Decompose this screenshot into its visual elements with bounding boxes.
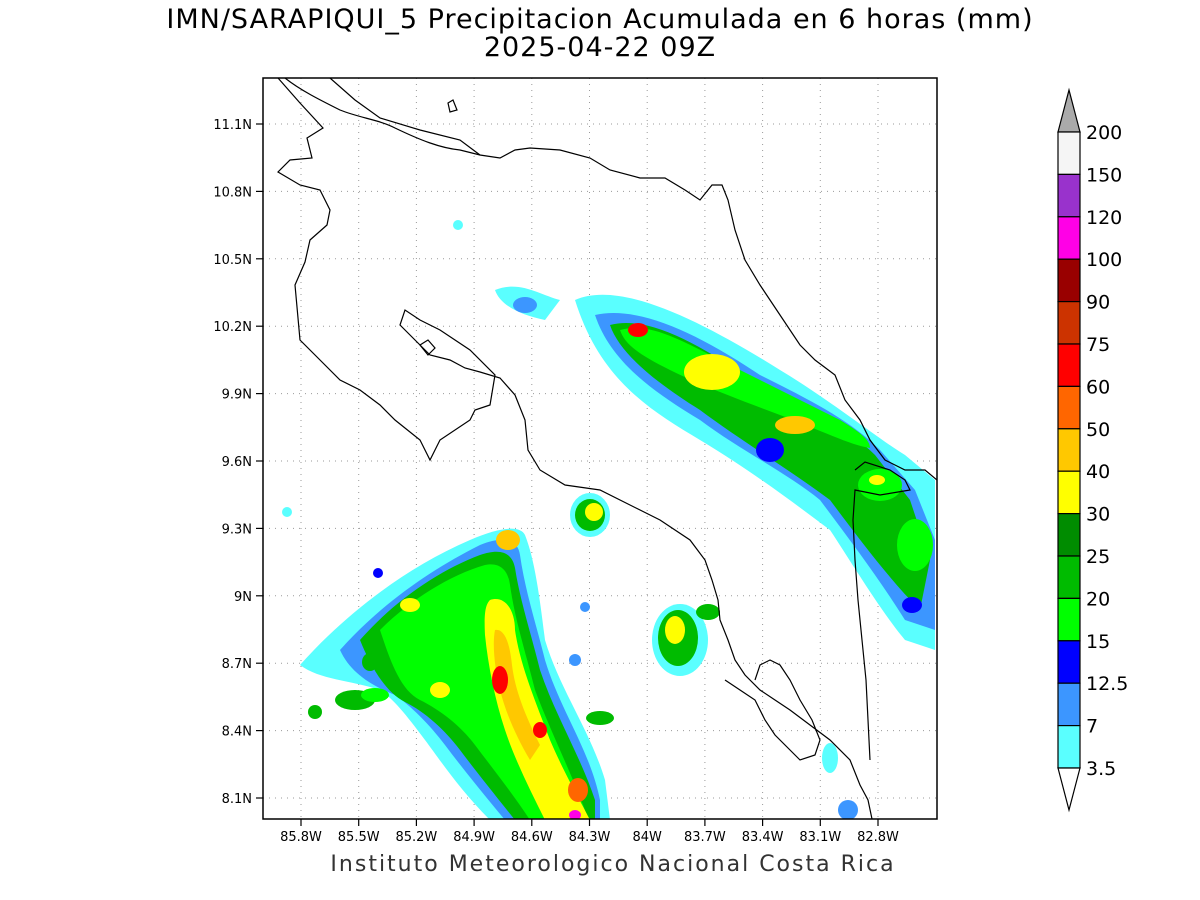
lat-tick-label: 9.3N — [222, 522, 252, 537]
colorbar: 200 150 120 100 90 75 60 50 40 30 25 20 15 12.5 7 3.5 — [1057, 87, 1128, 813]
lon-tick-label: 83.1W — [799, 830, 841, 845]
colorbar-label: 150 — [1086, 164, 1122, 186]
osa-peninsula — [724, 659, 821, 761]
coastline-north-border — [277, 78, 873, 819]
colorbar-label: 60 — [1086, 376, 1110, 398]
colorbar-swatch — [1057, 385, 1081, 430]
colorbar-label: 20 — [1086, 588, 1110, 610]
colorbar-label: 50 — [1086, 419, 1110, 441]
credit-text: Instituto Meteorologico Nacional Costa R… — [330, 852, 896, 877]
colorbar-bottom-arrow — [1057, 767, 1081, 813]
colorbar-swatch — [1057, 682, 1081, 727]
lat-tick-label: 9.6N — [222, 455, 252, 470]
colorbar-swatch — [1057, 512, 1081, 557]
lat-tick-label: 10.5N — [213, 253, 252, 268]
colorbar-label: 100 — [1086, 249, 1122, 271]
lat-tick-label: 8.4N — [222, 725, 252, 740]
colorbar-swatch — [1057, 216, 1081, 260]
colorbar-swatch — [1057, 470, 1081, 515]
lon-tick-label: 84.6W — [511, 830, 553, 845]
colorbar-label: 200 — [1086, 122, 1122, 144]
colorbar-label: 90 — [1086, 292, 1110, 314]
colorbar-swatch — [1057, 131, 1081, 176]
map-axes: 85.8W 85.5W 85.2W 84.9W 84.6W 84.3W 84W 83.7W 83… — [213, 118, 899, 845]
colorbar-label: 30 — [1086, 504, 1110, 526]
colorbar-label: 12.5 — [1086, 673, 1128, 695]
colorbar-label: 120 — [1086, 207, 1122, 229]
map-frame — [262, 77, 938, 820]
colorbar-swatch — [1057, 258, 1081, 303]
lat-tick-label: 11.1N — [213, 118, 252, 133]
lat-tick-label: 8.1N — [222, 792, 252, 807]
lat-tick-label: 9.9N — [222, 388, 252, 403]
lon-tick-label: 84.9W — [453, 830, 495, 845]
map-subtitle: 2025-04-22 09Z — [483, 32, 717, 63]
lake-nicaragua-shore — [284, 78, 481, 156]
colorbar-label: 40 — [1086, 461, 1110, 483]
lon-tick-label: 85.8W — [280, 830, 322, 845]
colorbar-swatch — [1057, 640, 1081, 684]
gulf-nicoya-island — [419, 339, 436, 356]
colorbar-swatch — [1057, 173, 1081, 218]
colorbar-top-arrow — [1057, 87, 1081, 133]
colorbar-label: 25 — [1086, 546, 1110, 568]
colorbar-swatch — [1057, 597, 1081, 642]
precipitation-field — [282, 220, 935, 819]
small-island — [447, 99, 458, 113]
precip-band-northeast — [495, 286, 935, 650]
colorbar-label: 15 — [1086, 631, 1110, 653]
colorbar-swatch — [1057, 555, 1081, 600]
precip-cells-central — [282, 220, 858, 819]
colorbar-swatch — [1057, 724, 1081, 769]
lat-tick-label: 8.7N — [222, 657, 252, 672]
colorbar-label: 75 — [1086, 334, 1110, 356]
lon-tick-label: 84W — [632, 830, 662, 845]
lat-tick-label: 9N — [234, 590, 252, 605]
precip-band-southwest — [300, 528, 614, 819]
lon-tick-label: 84.3W — [569, 830, 611, 845]
lat-tick-label: 10.8N — [213, 185, 252, 200]
colorbar-label: 7 — [1086, 716, 1098, 738]
caribbean-coast — [329, 78, 937, 481]
lon-tick-label: 83.7W — [684, 830, 726, 845]
colorbar-swatch — [1057, 343, 1081, 388]
colorbar-label: 3.5 — [1086, 758, 1116, 780]
map-title: IMN/SARAPIQUI_5 Precipitacion Acumulada … — [166, 4, 1034, 35]
lon-tick-label: 85.2W — [395, 830, 437, 845]
lon-tick-label: 83.4W — [742, 830, 784, 845]
colorbar-swatch — [1057, 301, 1081, 345]
colorbar-swatch — [1057, 428, 1081, 472]
coastlines-borders — [277, 78, 937, 819]
lon-tick-label: 85.5W — [338, 830, 380, 845]
lon-tick-label: 82.8W — [857, 830, 899, 845]
lat-tick-label: 10.2N — [213, 320, 252, 335]
panama-border — [852, 461, 911, 761]
